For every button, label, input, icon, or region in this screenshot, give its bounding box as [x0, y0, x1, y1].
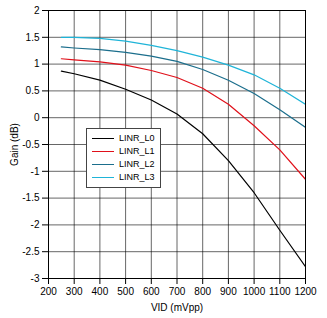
svg-text:600: 600 [143, 286, 160, 297]
svg-text:900: 900 [220, 286, 237, 297]
html-text:LINR_L2: LINR_L2 [119, 159, 155, 169]
svg-text:1: 1 [34, 58, 40, 69]
svg-text:300: 300 [66, 286, 83, 297]
svg-text:200: 200 [40, 286, 57, 297]
svg-text:0: 0 [34, 112, 40, 123]
html-text:LINR_L1: LINR_L1 [119, 146, 155, 156]
svg-text:1100: 1100 [269, 286, 291, 297]
svg-text:700: 700 [169, 286, 186, 297]
svg-text:1.5: 1.5 [26, 32, 40, 43]
svg-text:-2.5: -2.5 [22, 246, 40, 257]
svg-text:400: 400 [92, 286, 109, 297]
svg-text:Gain (dB): Gain (dB) [9, 123, 20, 166]
svg-text:1000: 1000 [243, 286, 266, 297]
html-text:LINR_L3: LINR_L3 [119, 172, 155, 182]
svg-text:-3: -3 [31, 273, 40, 284]
html-text:LINR_L0: LINR_L0 [119, 133, 155, 143]
svg-text:-1: -1 [31, 166, 40, 177]
svg-text:-1.5: -1.5 [22, 192, 40, 203]
svg-text:2: 2 [34, 5, 40, 16]
svg-text:-2: -2 [31, 219, 40, 230]
svg-text:VID (mVpp): VID (mVpp) [151, 302, 203, 313]
svg-text:0.5: 0.5 [26, 85, 40, 96]
svg-text:-0.5: -0.5 [22, 139, 40, 150]
svg-text:1200: 1200 [294, 286, 317, 297]
svg-text:800: 800 [194, 286, 211, 297]
svg-text:500: 500 [117, 286, 134, 297]
